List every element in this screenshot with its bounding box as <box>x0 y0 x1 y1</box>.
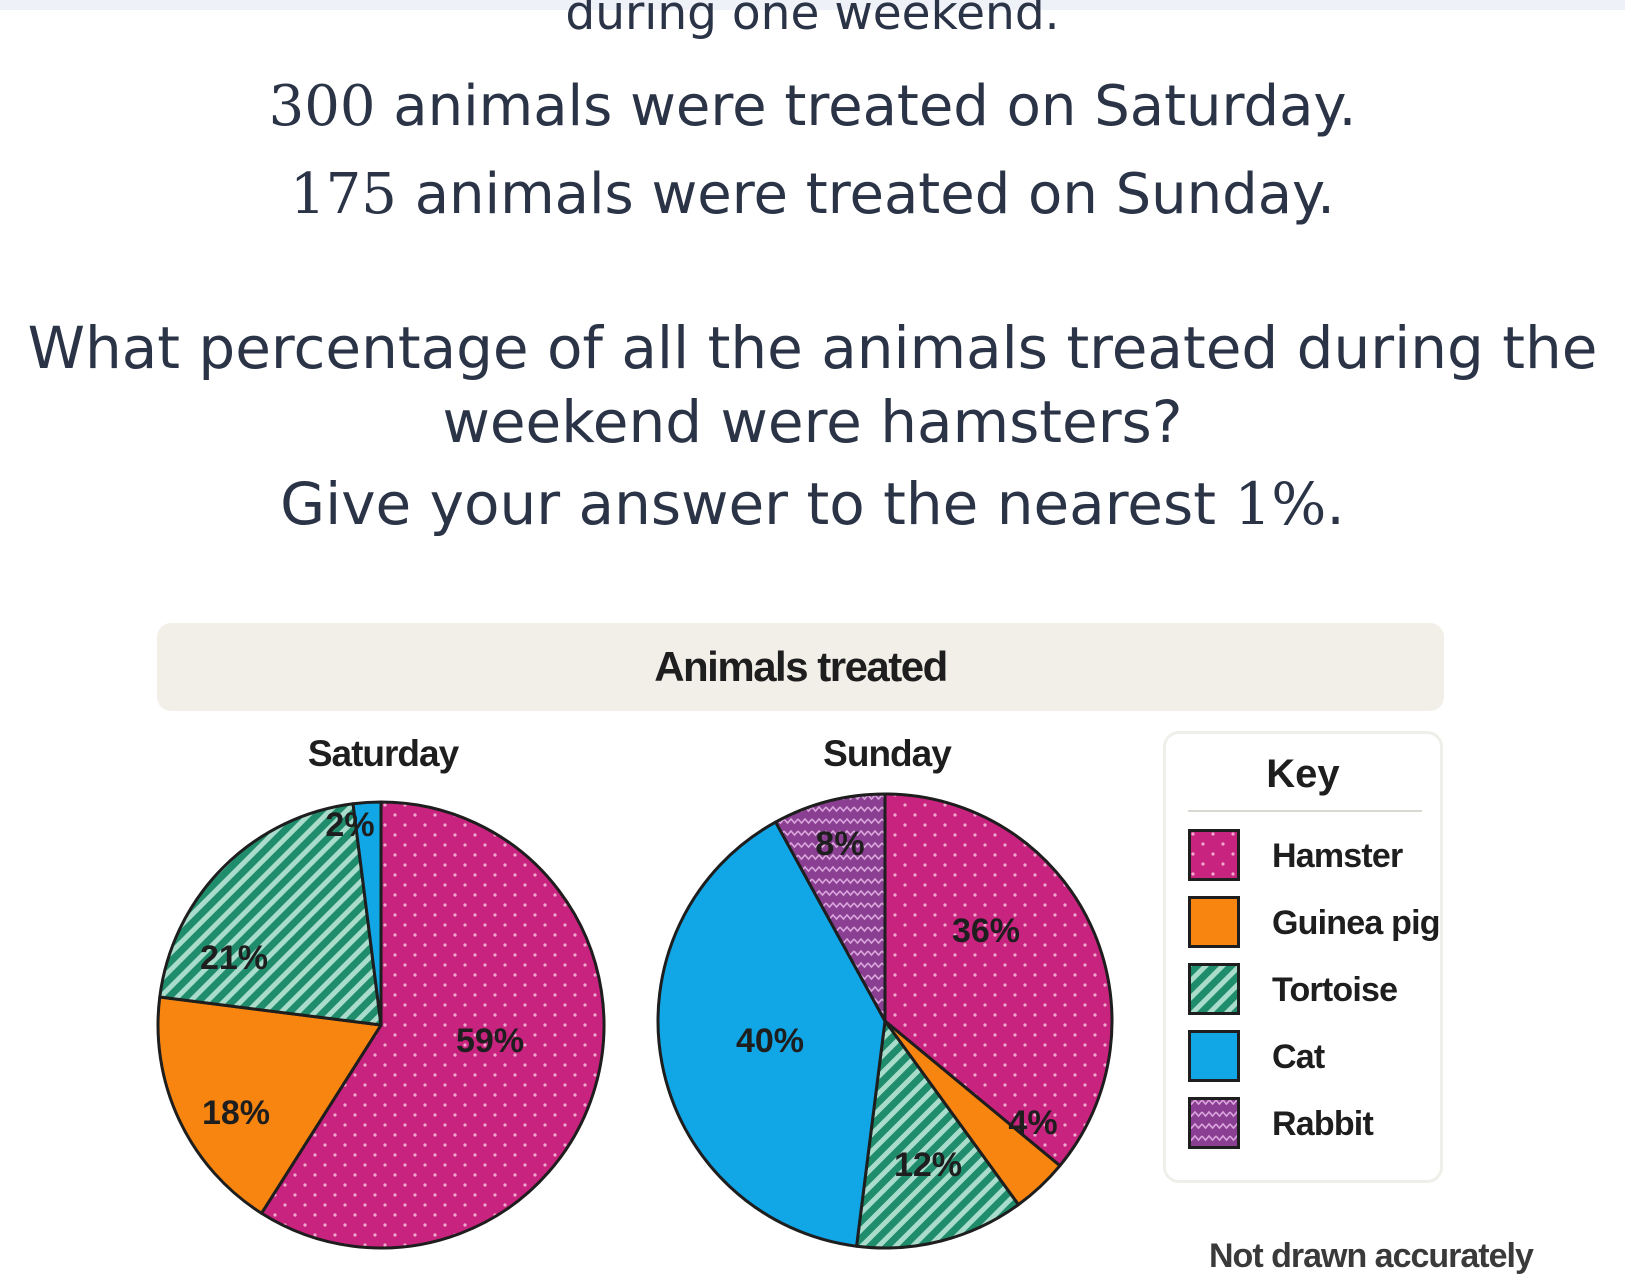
saturday-text: animals were treated on Saturday. <box>375 74 1357 139</box>
legend-item-rabbit: Rabbit <box>1188 1097 1438 1153</box>
saturday-slice-guinea-pig <box>156 995 383 1215</box>
sunday-pie-title: Sunday <box>823 733 952 774</box>
question-line-saturday: 300 animals were treated on Saturday. <box>0 74 1625 139</box>
sunday-label-hamster: 36% <box>952 912 1020 950</box>
question-instruction: Give your answer to the nearest 1%. <box>0 470 1625 538</box>
legend-item-hamster: Hamster <box>1188 829 1438 885</box>
question-line-intro: during one weekend. <box>565 0 1060 41</box>
legend-label-rabbit: Rabbit <box>1272 1105 1374 1143</box>
rabbit-swatch <box>1188 1097 1240 1149</box>
saturday-label-tortoise: 21% <box>200 939 268 977</box>
legend-title: Key <box>1266 752 1340 796</box>
hamster-swatch <box>1188 829 1240 881</box>
saturday-slice-tortoise <box>158 802 383 1027</box>
legend-item-cat: Cat <box>1188 1030 1438 1086</box>
legend-label-cat: Cat <box>1272 1038 1325 1076</box>
sunday-slice-cat <box>656 820 887 1248</box>
saturday-slice-cat <box>351 800 383 1027</box>
saturday-label-guinea-pig: 18% <box>202 1094 270 1132</box>
question-prompt-line-2: weekend were hamsters? <box>442 388 1183 456</box>
sunday-label-cat: 40% <box>736 1022 804 1060</box>
question-prompt-line-1: What percentage of all the animals treat… <box>27 314 1598 382</box>
sunday-text: animals were treated on Sunday. <box>396 162 1335 227</box>
instruction-text: Give your answer to the nearest <box>280 470 1235 538</box>
sunday-slice-rabbit <box>774 792 887 1023</box>
legend-divider <box>1188 810 1422 812</box>
top-strip <box>0 0 1625 10</box>
sunday-label-guinea-pig: 4% <box>1008 1104 1057 1142</box>
legend-label-tortoise: Tortoise <box>1272 971 1398 1009</box>
instruction-percent: 1% <box>1234 470 1327 538</box>
sunday-count: 175 <box>290 162 397 227</box>
saturday-label-hamster: 59% <box>456 1022 524 1060</box>
sunday-slice-hamster <box>883 792 1114 1168</box>
saturday-label-cat: 2% <box>325 806 374 844</box>
chart-title-banner: Animals treated <box>157 623 1444 711</box>
legend-key: Key Hamster Guinea pig Tortoise Cat Rabb… <box>1163 731 1443 1183</box>
instruction-end: . <box>1326 470 1345 538</box>
legend-label-hamster: Hamster <box>1272 837 1403 875</box>
legend-item-guinea-pig: Guinea pig <box>1188 896 1440 952</box>
legend-item-tortoise: Tortoise <box>1188 963 1438 1019</box>
question-line-sunday: 175 animals were treated on Sunday. <box>0 162 1625 227</box>
guinea-pig-swatch <box>1188 896 1240 948</box>
footnote: Not drawn accurately <box>1209 1237 1534 1275</box>
saturday-count: 300 <box>268 74 376 139</box>
saturday-pie-title: Saturday <box>307 733 459 774</box>
sunday-slice-tortoise <box>855 1019 1020 1250</box>
sunday-label-tortoise: 12% <box>894 1146 962 1184</box>
tortoise-swatch <box>1188 963 1240 1015</box>
sunday-label-rabbit: 8% <box>815 825 864 863</box>
cat-swatch <box>1188 1030 1240 1082</box>
saturday-slice-hamster <box>260 800 606 1250</box>
legend-label-guinea-pig: Guinea pig <box>1272 904 1440 942</box>
chart-title: Animals treated <box>654 643 948 690</box>
